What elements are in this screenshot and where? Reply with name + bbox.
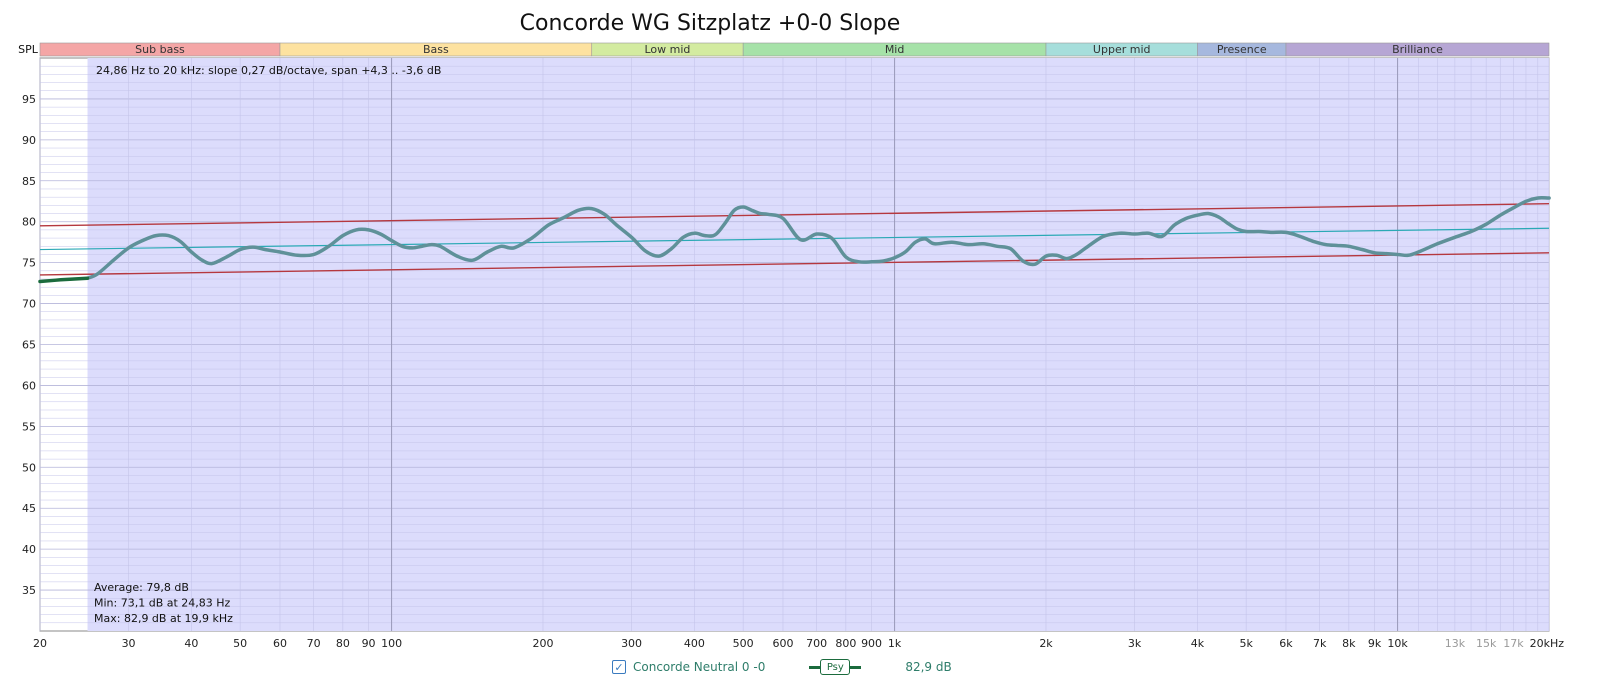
- x-tick-label: 100: [381, 637, 402, 650]
- y-tick-label: 45: [22, 502, 36, 515]
- x-tick-label: 70: [307, 637, 321, 650]
- x-tick-label: 200: [533, 637, 554, 650]
- x-tick-label: 40: [184, 637, 198, 650]
- psy-smoothing-badge: Psy: [820, 659, 851, 675]
- x-tick-label: 10k: [1387, 637, 1408, 650]
- frequency-bands: Sub bass Bass Low mid Mid Upper mid Presence B…: [39, 42, 1550, 57]
- x-tick-label: 5k: [1239, 637, 1253, 650]
- x-tick-label: 7k: [1313, 637, 1327, 650]
- trend-line-lower: [39, 252, 1550, 276]
- x-tick-label: 4k: [1191, 637, 1205, 650]
- x-tick-label: 2k: [1039, 637, 1053, 650]
- series-line-1: [38, 276, 90, 284]
- legend-value: 82,9 dB: [905, 660, 952, 674]
- legend-line-symbol[interactable]: Psy: [809, 659, 862, 675]
- x-tick-label: 9k: [1368, 637, 1382, 650]
- x-tick-label: 900: [861, 637, 882, 650]
- x-axis-ticks: 20 30 40 50 60 70 80 90 100 200 300 400 500 600 700 800…: [33, 637, 1564, 650]
- y-tick-label: 90: [22, 134, 36, 147]
- y-tick-label: 60: [22, 379, 36, 392]
- x-tick-label: 90: [362, 637, 376, 650]
- y-axis-ticks: 35 40 45 50 55 60 65 70 75 80 85 90 95: [22, 93, 36, 597]
- band-6: [1285, 42, 1550, 57]
- x-tick-label: 13k: [1445, 637, 1466, 650]
- x-tick-label: 300: [621, 637, 642, 650]
- y-axis-name: SPL: [18, 43, 39, 56]
- x-tick-label: 6k: [1279, 637, 1293, 650]
- x-tick-label: 400: [684, 637, 705, 650]
- x-tick-label: 17k: [1503, 637, 1524, 650]
- trend-line-slope: [39, 227, 1550, 251]
- x-tick-label: 60: [273, 637, 287, 650]
- y-tick-label: 75: [22, 257, 36, 270]
- legend-checkbox[interactable]: ✓: [612, 660, 626, 674]
- x-tick-label: 1k: [888, 637, 902, 650]
- y-tick-label: 40: [22, 543, 36, 556]
- band-label-6: Brilliance: [1392, 43, 1443, 56]
- band-label-2: Low mid: [644, 43, 690, 56]
- stats-line: Average: 79,8 dB: [94, 581, 189, 594]
- band-label-3: Mid: [885, 43, 905, 56]
- x-tick-label: 30: [122, 637, 136, 650]
- x-tick-label: 700: [806, 637, 827, 650]
- series-line-0: [85, 195, 1551, 280]
- legend: ✓ Concorde Neutral 0 -0 Psy 82,9 dB: [612, 658, 952, 676]
- x-tick-label: 50: [233, 637, 247, 650]
- band-label-5: Presence: [1217, 43, 1267, 56]
- y-tick-label: 80: [22, 216, 36, 229]
- x-tick-label: 20: [33, 637, 47, 650]
- x-tick-label: 15k: [1476, 637, 1497, 650]
- y-tick-label: 35: [22, 584, 36, 597]
- stats-annotation: Average: 79,8 dB Min: 73,1 dB at 24,83 Hz…: [94, 581, 233, 625]
- x-tick-label: 80: [336, 637, 350, 650]
- y-tick-label: 95: [22, 93, 36, 106]
- band-label-1: Bass: [423, 43, 449, 56]
- stats-line: Min: 73,1 dB at 24,83 Hz: [94, 597, 231, 610]
- y-tick-label: 50: [22, 461, 36, 474]
- trend-lines: [39, 203, 1550, 276]
- check-icon: ✓: [614, 660, 624, 674]
- x-tick-label: 800: [835, 637, 856, 650]
- chart-title: Concorde WG Sitzplatz +0-0 Slope: [520, 11, 901, 36]
- x-tick-label: 600: [772, 637, 793, 650]
- legend-label[interactable]: Concorde Neutral 0 -0: [633, 660, 766, 674]
- x-tick-label: 20kHz: [1530, 637, 1565, 650]
- x-tick-label: 3k: [1128, 637, 1142, 650]
- series-lines: [38, 195, 1551, 284]
- band-label-0: Sub bass: [135, 43, 185, 56]
- y-tick-label: 65: [22, 339, 36, 352]
- band-label-4: Upper mid: [1093, 43, 1151, 56]
- stats-line: Max: 82,9 dB at 19,9 kHz: [94, 612, 233, 625]
- slope-annotation: 24,86 Hz to 20 kHz: slope 0,27 dB/octave…: [96, 64, 441, 77]
- y-tick-label: 85: [22, 175, 36, 188]
- y-tick-label: 70: [22, 298, 36, 311]
- x-tick-label: 8k: [1342, 637, 1356, 650]
- trend-line-upper: [39, 203, 1550, 227]
- y-tick-label: 55: [22, 420, 36, 433]
- x-tick-label: 500: [733, 637, 754, 650]
